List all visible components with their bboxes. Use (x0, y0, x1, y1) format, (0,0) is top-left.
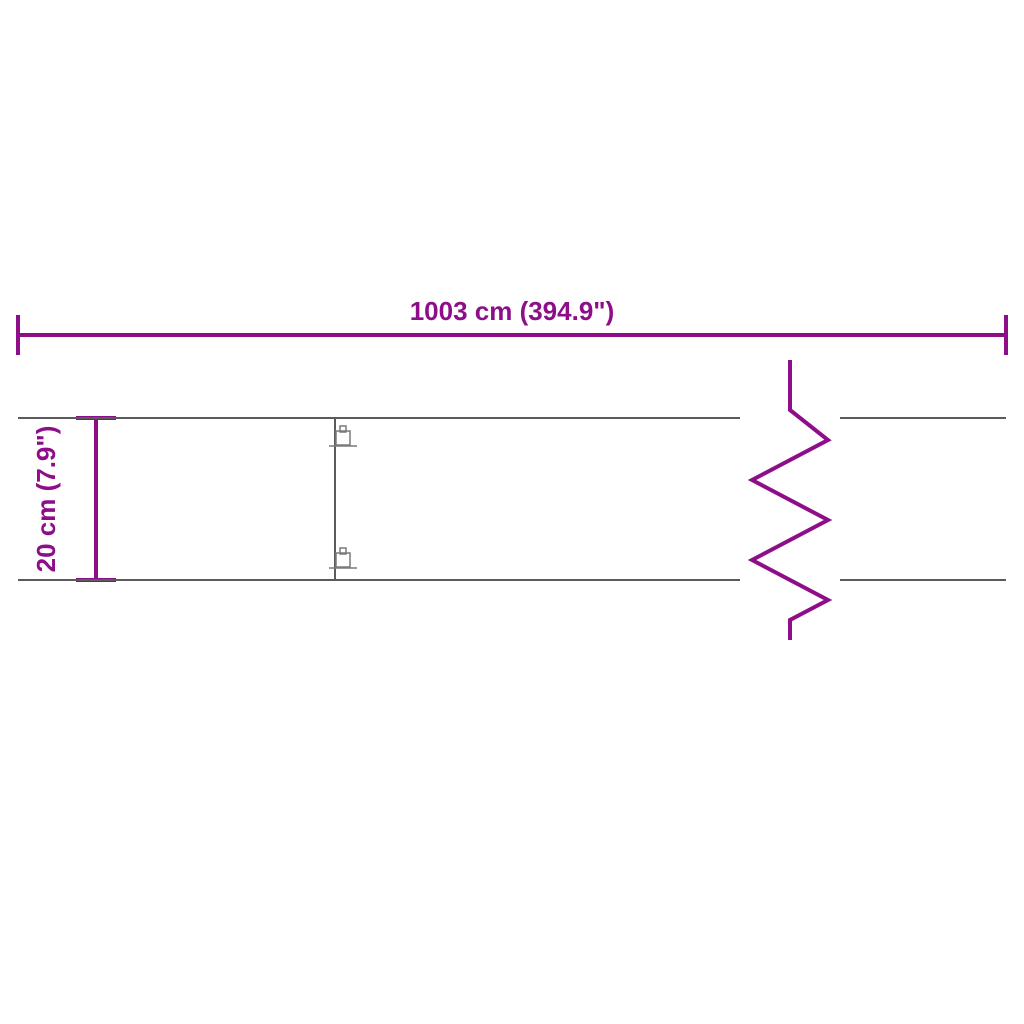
clip-icon (329, 548, 357, 568)
dimension-diagram: 1003 cm (394.9") 20 cm (7.9") (0, 0, 1024, 1024)
panel-outline (18, 418, 1006, 580)
clip-icon (329, 426, 357, 446)
width-dimension-label: 1003 cm (394.9") (410, 296, 615, 326)
break-zigzag (752, 360, 828, 640)
width-dimension: 1003 cm (394.9") (18, 296, 1006, 355)
height-dimension: 20 cm (7.9") (31, 418, 116, 580)
height-dimension-label: 20 cm (7.9") (31, 426, 61, 573)
mounting-clips (329, 426, 357, 568)
